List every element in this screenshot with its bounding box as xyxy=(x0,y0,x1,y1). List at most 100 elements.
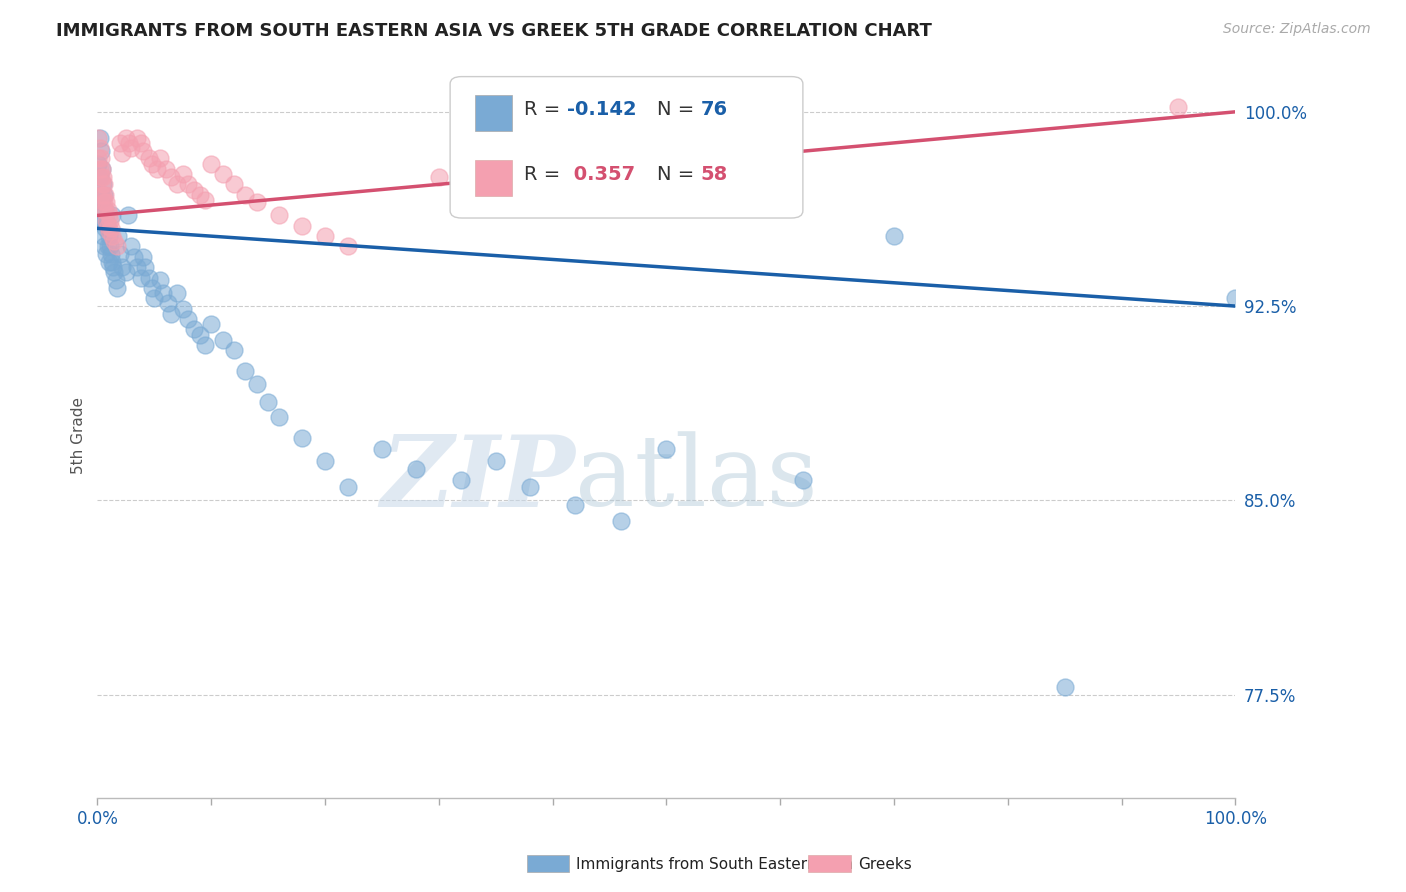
Point xyxy=(246,376,269,391)
Text: Source: ZipAtlas.com: Source: ZipAtlas.com xyxy=(1223,22,1371,37)
Point xyxy=(90,169,112,184)
Point xyxy=(132,250,155,264)
Point xyxy=(211,167,233,181)
Point xyxy=(134,260,156,275)
Point xyxy=(132,144,155,158)
Point xyxy=(269,410,291,425)
Point xyxy=(177,312,200,326)
Point xyxy=(172,167,194,181)
Text: R =: R = xyxy=(524,165,567,184)
Point xyxy=(655,442,678,456)
Point xyxy=(90,187,112,202)
Point xyxy=(111,146,134,161)
Point xyxy=(103,265,125,279)
Point xyxy=(96,247,118,261)
Text: -0.142: -0.142 xyxy=(568,100,637,119)
Point xyxy=(90,213,112,227)
Point xyxy=(93,187,115,202)
Point xyxy=(564,499,586,513)
Point xyxy=(105,281,128,295)
Point xyxy=(246,195,269,210)
Point xyxy=(792,473,814,487)
Point xyxy=(183,322,205,336)
Point xyxy=(519,480,541,494)
Point xyxy=(166,286,188,301)
Point xyxy=(183,182,205,196)
Point xyxy=(222,178,245,192)
Point xyxy=(97,203,120,218)
Point xyxy=(90,161,112,176)
Point xyxy=(160,307,183,321)
Point xyxy=(138,152,160,166)
Point xyxy=(91,203,114,218)
Point xyxy=(121,239,143,253)
Point xyxy=(172,301,194,316)
Point xyxy=(87,130,110,145)
Point xyxy=(121,141,143,155)
Point xyxy=(291,431,314,445)
Point xyxy=(90,195,112,210)
Point xyxy=(89,161,111,176)
Point xyxy=(100,247,122,261)
Point xyxy=(101,255,124,269)
Text: Immigrants from South Eastern Asia: Immigrants from South Eastern Asia xyxy=(576,857,853,871)
Point xyxy=(97,255,120,269)
Text: 76: 76 xyxy=(700,100,727,119)
Point xyxy=(194,338,217,352)
Point xyxy=(257,395,280,409)
Text: Greeks: Greeks xyxy=(858,857,911,871)
Point xyxy=(1225,291,1247,305)
Point xyxy=(152,286,174,301)
Point xyxy=(211,333,233,347)
Point xyxy=(97,209,120,223)
FancyBboxPatch shape xyxy=(475,160,512,196)
Point xyxy=(141,281,163,295)
Point xyxy=(156,296,179,310)
Point xyxy=(141,156,163,170)
Point xyxy=(200,317,222,331)
Point xyxy=(94,221,117,235)
Text: IMMIGRANTS FROM SOUTH EASTERN ASIA VS GREEK 5TH GRADE CORRELATION CHART: IMMIGRANTS FROM SOUTH EASTERN ASIA VS GR… xyxy=(56,22,932,40)
Point xyxy=(610,514,633,528)
Point xyxy=(108,136,131,150)
Point xyxy=(233,187,256,202)
Point xyxy=(89,169,111,184)
Point xyxy=(160,169,183,184)
Point xyxy=(90,161,112,176)
Point xyxy=(87,156,110,170)
Point xyxy=(145,161,167,176)
Text: ZIP: ZIP xyxy=(380,431,575,527)
Point xyxy=(485,454,508,468)
Y-axis label: 5th Grade: 5th Grade xyxy=(72,397,86,474)
FancyBboxPatch shape xyxy=(475,95,512,131)
Point xyxy=(118,136,141,150)
Point xyxy=(200,156,222,170)
Point xyxy=(97,229,120,244)
Point xyxy=(336,480,359,494)
Point xyxy=(93,239,115,253)
Point xyxy=(114,130,136,145)
Point xyxy=(336,239,359,253)
Point xyxy=(114,265,136,279)
Point xyxy=(103,260,125,275)
Point xyxy=(91,203,114,218)
Point xyxy=(97,239,120,253)
Point xyxy=(90,144,112,158)
Point xyxy=(91,169,114,184)
Point xyxy=(103,235,125,249)
Point xyxy=(104,273,127,287)
Point xyxy=(117,209,139,223)
Point xyxy=(291,219,314,233)
Point xyxy=(127,130,149,145)
Point xyxy=(129,270,152,285)
Text: N =: N = xyxy=(657,100,700,119)
Point xyxy=(91,178,114,192)
Point xyxy=(233,364,256,378)
Point xyxy=(97,221,120,235)
Text: 0.357: 0.357 xyxy=(568,165,636,184)
Point xyxy=(1167,100,1189,114)
Point xyxy=(111,260,134,275)
Point xyxy=(143,291,166,305)
Point xyxy=(98,213,121,227)
Point xyxy=(100,221,122,235)
